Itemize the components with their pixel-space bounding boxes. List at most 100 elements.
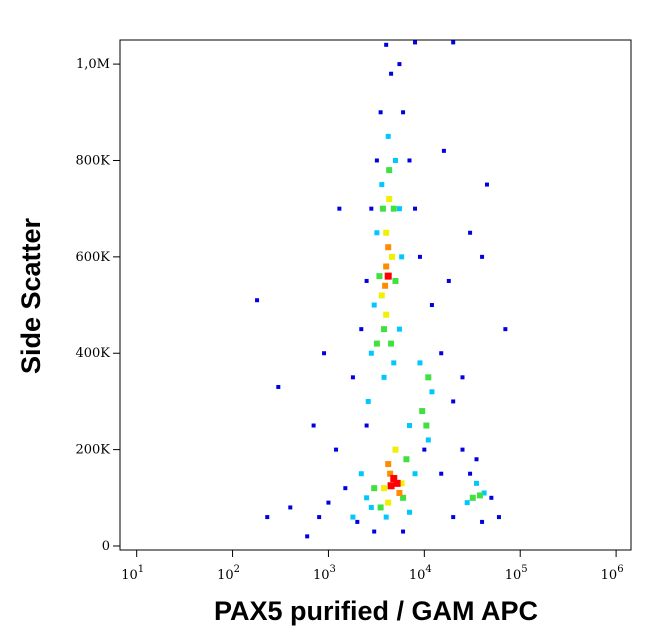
point xyxy=(460,375,465,380)
point xyxy=(469,494,476,501)
y-tick-label: 600K xyxy=(75,250,110,265)
point xyxy=(384,42,389,47)
point xyxy=(378,110,383,115)
x-tick-base: 10 xyxy=(505,568,522,583)
y-tick-label: 200K xyxy=(75,443,110,458)
point xyxy=(379,182,385,188)
point xyxy=(305,534,310,539)
point xyxy=(322,351,327,356)
point xyxy=(423,422,430,429)
point xyxy=(364,495,370,501)
x-tick-base: 10 xyxy=(409,568,426,583)
point xyxy=(401,110,406,115)
point xyxy=(400,494,407,501)
point xyxy=(417,254,422,259)
point xyxy=(429,303,434,308)
point xyxy=(451,399,456,404)
point xyxy=(413,206,418,211)
plot-frame xyxy=(119,39,632,551)
point xyxy=(365,398,371,404)
point xyxy=(417,360,423,366)
point xyxy=(364,278,369,283)
point xyxy=(413,40,418,45)
x-tick-label: 105 xyxy=(505,564,528,583)
point xyxy=(359,327,364,332)
point xyxy=(412,471,418,477)
point xyxy=(383,514,389,520)
point xyxy=(381,485,388,492)
point xyxy=(334,447,339,452)
point xyxy=(480,254,485,259)
point xyxy=(311,423,316,428)
point xyxy=(401,529,406,534)
point xyxy=(382,282,389,289)
point xyxy=(337,206,342,211)
point xyxy=(383,229,390,236)
point xyxy=(489,495,494,500)
x-tick-exponent: 4 xyxy=(425,564,431,575)
point xyxy=(350,375,355,380)
x-tick-base: 10 xyxy=(313,568,330,583)
point xyxy=(317,515,322,520)
point xyxy=(383,263,390,270)
point xyxy=(398,480,405,487)
point xyxy=(406,509,412,515)
x-tick-base: 10 xyxy=(601,568,618,583)
point xyxy=(399,254,405,260)
point xyxy=(446,278,451,283)
point xyxy=(373,340,380,347)
point xyxy=(381,326,388,333)
point xyxy=(392,277,399,284)
point xyxy=(468,230,473,235)
point xyxy=(425,374,432,381)
point xyxy=(368,350,374,356)
point xyxy=(396,489,403,496)
x-tick-label: 101 xyxy=(121,564,144,583)
point xyxy=(474,457,479,462)
point xyxy=(392,446,399,453)
point xyxy=(265,515,270,520)
point xyxy=(396,206,402,212)
y-tick-label: 800K xyxy=(75,153,110,168)
point xyxy=(288,505,293,510)
point xyxy=(372,529,377,534)
point xyxy=(376,273,383,280)
point xyxy=(396,326,402,332)
point xyxy=(451,40,456,45)
point xyxy=(385,461,392,468)
x-tick-base: 10 xyxy=(121,568,138,583)
point xyxy=(407,158,412,163)
point xyxy=(389,71,394,76)
point xyxy=(422,447,427,452)
point xyxy=(386,196,393,203)
y-tick-label: 0 xyxy=(102,539,110,554)
point xyxy=(368,504,374,510)
point xyxy=(374,158,379,163)
point xyxy=(255,298,260,303)
point xyxy=(374,230,380,236)
point xyxy=(385,244,392,251)
point xyxy=(480,519,485,524)
point xyxy=(387,482,395,490)
point xyxy=(419,408,426,415)
point xyxy=(439,351,444,356)
point xyxy=(403,456,410,463)
point xyxy=(383,311,390,318)
point xyxy=(468,471,473,476)
point xyxy=(484,182,489,187)
point xyxy=(377,504,384,511)
point xyxy=(371,302,377,308)
point xyxy=(390,475,398,483)
x-tick-exponent: 6 xyxy=(617,564,623,575)
x-tick-base: 10 xyxy=(217,568,234,583)
point xyxy=(381,374,387,380)
point xyxy=(371,485,378,492)
point xyxy=(343,486,348,491)
y-axis-title: Side Scatter xyxy=(16,217,46,374)
x-tick-label: 106 xyxy=(601,564,624,583)
point xyxy=(358,471,364,477)
point xyxy=(378,292,385,299)
point xyxy=(388,340,395,347)
point xyxy=(391,360,397,366)
x-tick-label: 104 xyxy=(409,564,432,583)
